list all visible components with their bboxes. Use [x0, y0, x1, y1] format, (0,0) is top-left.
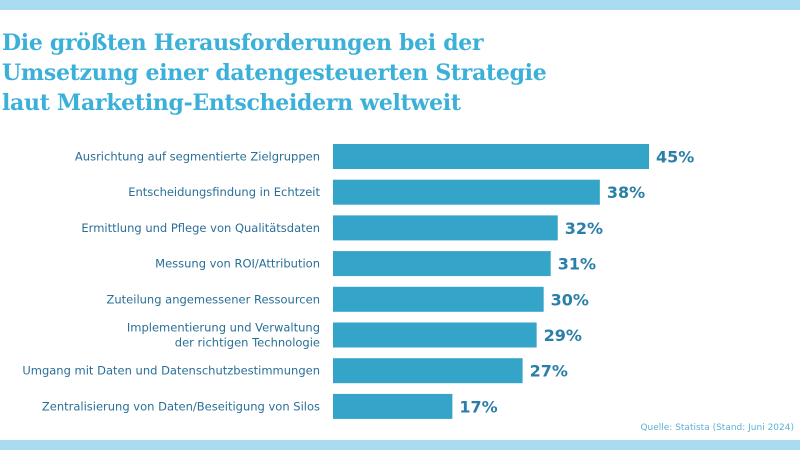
top-accent-bar [0, 0, 800, 10]
title-line-3: laut Marketing-Entscheidern weltweit [2, 90, 461, 116]
category-label-8: Zentralisierung von Daten/Beseitigung vo… [42, 399, 320, 413]
chart-title: Die größten Herausforderungen bei der Um… [2, 28, 702, 118]
value-label-7: 27% [530, 362, 568, 381]
category-label-1: Ausrichtung auf segmentierte Zielgruppen [75, 150, 320, 164]
title-line-1: Die größten Herausforderungen bei der [2, 30, 484, 56]
title-line-2: Umsetzung einer datengesteuerten Strateg… [2, 60, 547, 86]
bar-8 [333, 393, 453, 419]
bar-1 [333, 144, 649, 169]
bar-5 [333, 286, 544, 312]
bottom-accent-bar [0, 440, 800, 450]
value-label-1: 45% [656, 148, 694, 167]
value-label-5: 30% [551, 290, 589, 309]
bar-6 [333, 322, 537, 348]
category-label-7: Umgang mit Daten und Datenschutzbestimmu… [22, 364, 320, 378]
value-label-2: 38% [607, 183, 645, 202]
category-label-5: Zuteilung angemessener Ressourcen [107, 292, 321, 306]
category-label-2: Entscheidungsfindung in Echtzeit [128, 185, 320, 199]
bar-4 [333, 251, 551, 277]
value-label-3: 32% [565, 219, 603, 238]
bar-7 [333, 358, 523, 384]
value-label-4: 31% [558, 255, 596, 274]
source-note: Quelle: Statista (Stand: Juni 2024) [640, 423, 794, 433]
category-label-3: Ermittlung und Pflege von Qualitätsdaten [81, 221, 320, 235]
bar-2 [333, 179, 600, 205]
category-label-6-line-1: Implementierung und Verwaltung [127, 321, 320, 335]
value-label-8: 17% [459, 397, 497, 416]
category-label-4: Messung von ROI/Attribution [155, 257, 320, 271]
category-label-6-line-2: der richtigen Technologie [175, 336, 320, 350]
value-label-6: 29% [544, 326, 582, 345]
bar-3 [333, 215, 558, 241]
